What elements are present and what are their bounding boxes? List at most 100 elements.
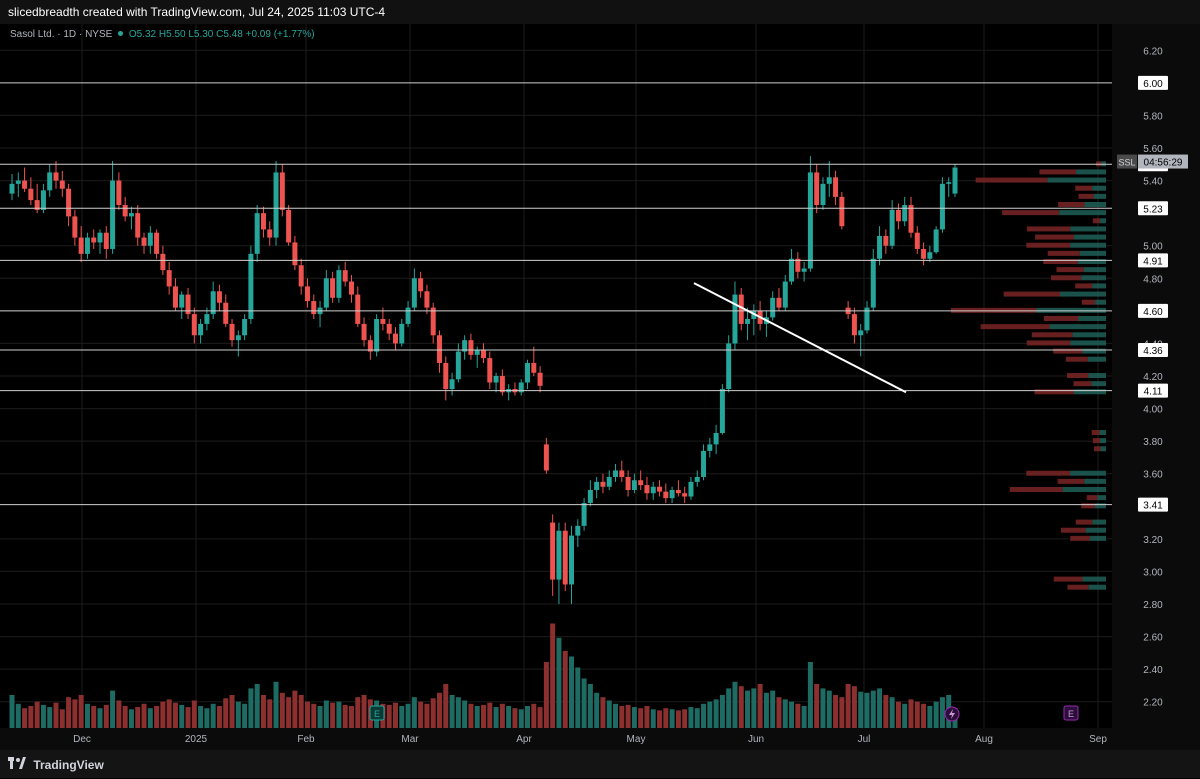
candle-body[interactable]: [330, 278, 336, 298]
candle-body[interactable]: [833, 177, 839, 197]
candle-body[interactable]: [91, 237, 97, 243]
candle-body[interactable]: [443, 362, 449, 390]
candle-body[interactable]: [914, 232, 920, 249]
candle-body[interactable]: [392, 333, 398, 344]
candle-body[interactable]: [613, 470, 619, 477]
candle-body[interactable]: [336, 270, 342, 298]
candle-body[interactable]: [587, 490, 593, 504]
candle-body[interactable]: [166, 270, 172, 287]
candle-body[interactable]: [474, 349, 480, 355]
candle-body[interactable]: [619, 470, 625, 477]
candle-body[interactable]: [776, 297, 782, 308]
candle-body[interactable]: [814, 172, 820, 205]
candle-body[interactable]: [355, 294, 361, 324]
candle-body[interactable]: [374, 319, 380, 352]
candle-body[interactable]: [789, 258, 795, 282]
candle-body[interactable]: [694, 476, 700, 482]
candle-body[interactable]: [606, 476, 612, 487]
candle-body[interactable]: [235, 335, 241, 341]
candle-body[interactable]: [47, 172, 53, 191]
candle-body[interactable]: [154, 232, 160, 254]
candle-body[interactable]: [883, 235, 889, 246]
candle-body[interactable]: [468, 340, 474, 355]
candle-body[interactable]: [141, 237, 147, 246]
candle-body[interactable]: [15, 180, 21, 184]
candle-body[interactable]: [499, 376, 505, 393]
candle-body[interactable]: [411, 278, 417, 308]
candle-body[interactable]: [556, 530, 562, 580]
earnings-marker[interactable]: [369, 705, 385, 721]
candle-body[interactable]: [575, 525, 581, 536]
candle-body[interactable]: [550, 522, 556, 580]
candle-body[interactable]: [97, 232, 103, 243]
candle-body[interactable]: [116, 180, 122, 205]
candle-body[interactable]: [531, 362, 537, 373]
candle-body[interactable]: [946, 182, 952, 184]
candle-body[interactable]: [877, 235, 883, 259]
candle-body[interactable]: [418, 278, 424, 292]
candle-body[interactable]: [688, 481, 694, 497]
candle-body[interactable]: [424, 291, 430, 308]
candle-body[interactable]: [600, 481, 606, 487]
candle-body[interactable]: [59, 180, 65, 189]
candle-body[interactable]: [128, 213, 134, 217]
candle-body[interactable]: [738, 294, 744, 324]
candle-body[interactable]: [481, 349, 486, 359]
candle-body[interactable]: [939, 183, 945, 230]
candle-body[interactable]: [895, 209, 901, 222]
candle-body[interactable]: [286, 209, 292, 243]
candle-body[interactable]: [260, 213, 266, 230]
candle-body[interactable]: [191, 314, 197, 336]
candle-body[interactable]: [273, 172, 279, 238]
candle-body[interactable]: [487, 358, 493, 383]
candle-body[interactable]: [229, 323, 235, 341]
candle-body[interactable]: [726, 343, 732, 390]
candle-body[interactable]: [933, 229, 939, 253]
candle-body[interactable]: [185, 294, 191, 315]
candle-body[interactable]: [248, 253, 254, 319]
candle-body[interactable]: [631, 480, 637, 490]
candle-body[interactable]: [103, 232, 109, 249]
candle-body[interactable]: [361, 323, 367, 341]
candle-body[interactable]: [858, 330, 864, 336]
candle-body[interactable]: [701, 450, 707, 477]
candle-body[interactable]: [160, 253, 166, 271]
candle-body[interactable]: [902, 205, 908, 222]
candle-body[interactable]: [311, 301, 317, 315]
candle-body[interactable]: [745, 319, 751, 324]
candle-body[interactable]: [172, 286, 178, 308]
candle-body[interactable]: [732, 294, 738, 344]
candle-body[interactable]: [380, 319, 386, 324]
candle-body[interactable]: [795, 258, 801, 272]
candle-body[interactable]: [669, 490, 675, 499]
candle-body[interactable]: [436, 335, 442, 363]
candle-body[interactable]: [110, 180, 116, 249]
candle-body[interactable]: [518, 382, 524, 393]
candle-body[interactable]: [707, 444, 713, 451]
candle-body[interactable]: [216, 291, 222, 303]
candle-body[interactable]: [569, 535, 575, 585]
candle-body[interactable]: [870, 258, 876, 308]
candle-body[interactable]: [537, 372, 543, 386]
candle-body[interactable]: [204, 314, 210, 324]
candle-body[interactable]: [826, 177, 832, 184]
candle-body[interactable]: [78, 237, 84, 254]
candle-body[interactable]: [493, 376, 499, 383]
dividend-marker[interactable]: [1063, 705, 1079, 721]
candle-body[interactable]: [399, 323, 405, 344]
candle-body[interactable]: [449, 379, 455, 390]
candle-body[interactable]: [223, 302, 229, 324]
candle-body[interactable]: [254, 213, 260, 254]
candle-body[interactable]: [9, 183, 15, 194]
candle-body[interactable]: [279, 172, 285, 210]
candle-body[interactable]: [267, 229, 273, 238]
candle-body[interactable]: [34, 200, 40, 210]
candle-body[interactable]: [292, 242, 298, 266]
candle-body[interactable]: [889, 209, 895, 246]
candle-body[interactable]: [594, 481, 600, 490]
candle-body[interactable]: [242, 319, 248, 336]
candle-body[interactable]: [22, 180, 28, 189]
candle-body[interactable]: [638, 480, 644, 486]
candle-body[interactable]: [650, 486, 656, 494]
candle-body[interactable]: [864, 307, 870, 331]
